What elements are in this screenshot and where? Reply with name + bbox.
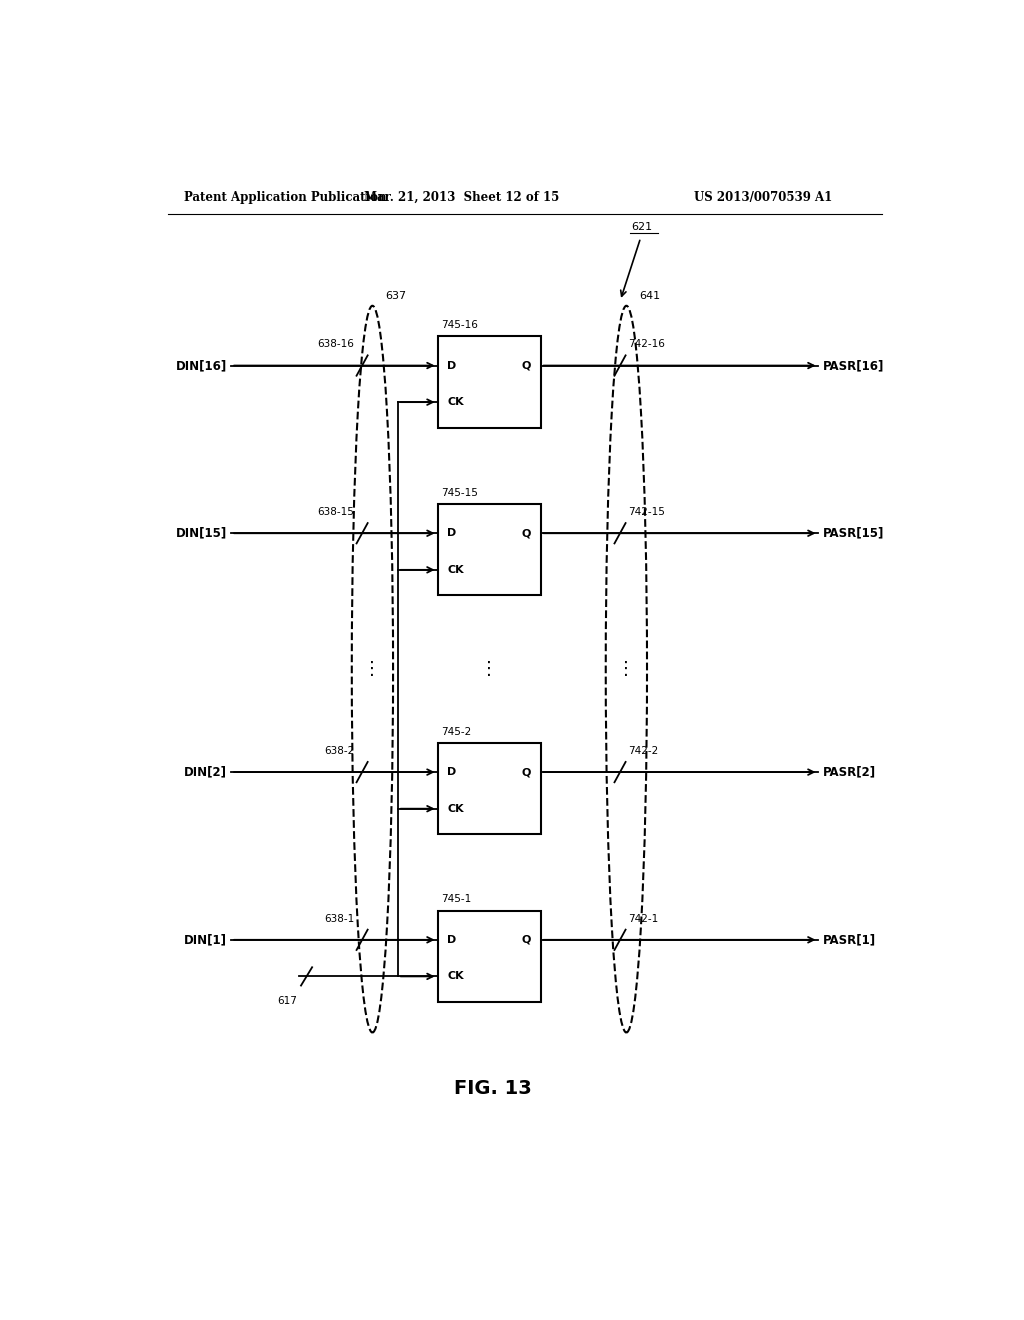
Bar [437, 743, 541, 834]
Text: 745-2: 745-2 [441, 727, 472, 737]
Text: PASR[15]: PASR[15] [822, 527, 884, 540]
Text: US 2013/0070539 A1: US 2013/0070539 A1 [693, 190, 833, 203]
Text: Mar. 21, 2013  Sheet 12 of 15: Mar. 21, 2013 Sheet 12 of 15 [364, 190, 559, 203]
Text: ⋮: ⋮ [364, 660, 381, 678]
Text: 638-16: 638-16 [317, 339, 354, 350]
Text: CK: CK [447, 804, 464, 813]
Text: 637: 637 [385, 290, 406, 301]
Text: DIN[2]: DIN[2] [184, 766, 227, 779]
Text: Q: Q [522, 528, 531, 539]
Text: Q: Q [522, 360, 531, 371]
Text: CK: CK [447, 397, 464, 407]
Text: DIN[15]: DIN[15] [176, 527, 227, 540]
Text: 742-15: 742-15 [628, 507, 665, 517]
Text: FIG. 13: FIG. 13 [455, 1078, 531, 1098]
Text: 742-1: 742-1 [628, 913, 658, 924]
Text: 621: 621 [632, 222, 653, 231]
Bar [437, 337, 541, 428]
Text: ⋮: ⋮ [617, 660, 635, 678]
Text: CK: CK [447, 972, 464, 981]
Text: D: D [447, 360, 457, 371]
Text: Patent Application Publication: Patent Application Publication [183, 190, 386, 203]
Text: 641: 641 [639, 290, 659, 301]
Bar [437, 504, 541, 595]
Text: Q: Q [522, 767, 531, 777]
Text: PASR[2]: PASR[2] [822, 766, 876, 779]
Text: 617: 617 [278, 995, 297, 1006]
Text: Q: Q [522, 935, 531, 945]
Text: 745-15: 745-15 [441, 488, 478, 498]
Text: D: D [447, 767, 457, 777]
Bar [437, 911, 541, 1002]
Text: 742-2: 742-2 [628, 746, 658, 756]
Text: DIN[16]: DIN[16] [176, 359, 227, 372]
Text: 638-1: 638-1 [324, 913, 354, 924]
Text: 742-16: 742-16 [628, 339, 665, 350]
Text: DIN[1]: DIN[1] [184, 933, 227, 946]
Text: 638-15: 638-15 [317, 507, 354, 517]
Text: CK: CK [447, 565, 464, 574]
Text: PASR[16]: PASR[16] [822, 359, 884, 372]
Text: PASR[1]: PASR[1] [822, 933, 876, 946]
Text: D: D [447, 935, 457, 945]
Text: ⋮: ⋮ [480, 660, 498, 678]
Text: 745-1: 745-1 [441, 895, 472, 904]
Text: 638-2: 638-2 [324, 746, 354, 756]
Text: 745-16: 745-16 [441, 321, 478, 330]
Text: D: D [447, 528, 457, 539]
